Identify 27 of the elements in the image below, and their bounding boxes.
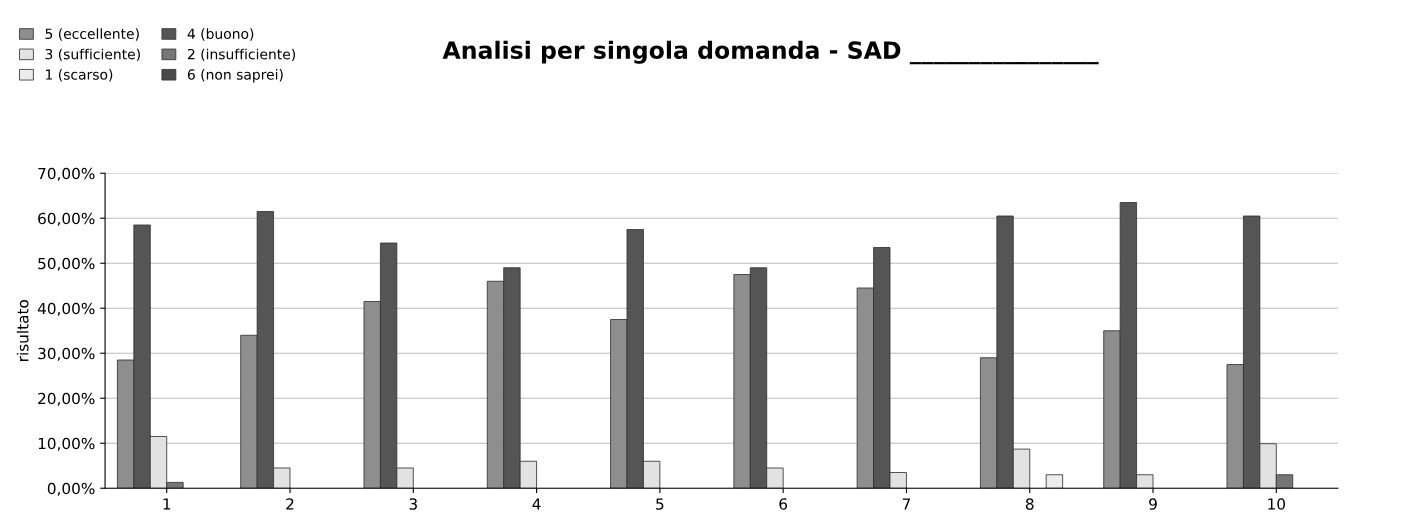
legend-label: 4 (buono) [187, 28, 254, 41]
y-tick-label: 10,00% [38, 437, 95, 451]
legend-label: 2 (insufficiente) [187, 48, 295, 62]
legend-label: 5 (eccellente) [45, 28, 139, 41]
x-tick-label: 10 [1268, 498, 1286, 510]
x-tick-label: 8 [1025, 498, 1034, 510]
y-tick-label: 0,00% [47, 482, 95, 496]
x-tick-label: 4 [532, 498, 541, 510]
x-tick-label: 9 [1149, 498, 1157, 510]
x-tick-label: 7 [902, 498, 910, 510]
legend-label: 3 (sufficiente) [45, 48, 140, 62]
legend-label: 6 (non saprei) [187, 69, 283, 83]
y-tick-label: 60,00% [38, 212, 95, 226]
y-tick-label: 70,00% [38, 167, 95, 181]
y-tick-label: 40,00% [37, 302, 95, 316]
x-tick-label: 1 [163, 498, 171, 510]
legend-label: 1 (scarso) [46, 69, 113, 82]
x-tick-label: 3 [409, 498, 417, 510]
bar [1045, 474, 1064, 489]
y-tick-label: 20,00% [38, 392, 95, 406]
x-tick-label: 2 [286, 498, 294, 510]
y-tick-label: 30,00% [38, 347, 95, 361]
chart-title: Analisi per singola domanda - SAD ________________ [442, 40, 1099, 65]
y-tick-label: 50,00% [38, 257, 95, 271]
x-tick-label: 6 [779, 498, 788, 510]
x-tick-label: 5 [656, 498, 664, 510]
y-axis-title: risultato [16, 300, 29, 361]
